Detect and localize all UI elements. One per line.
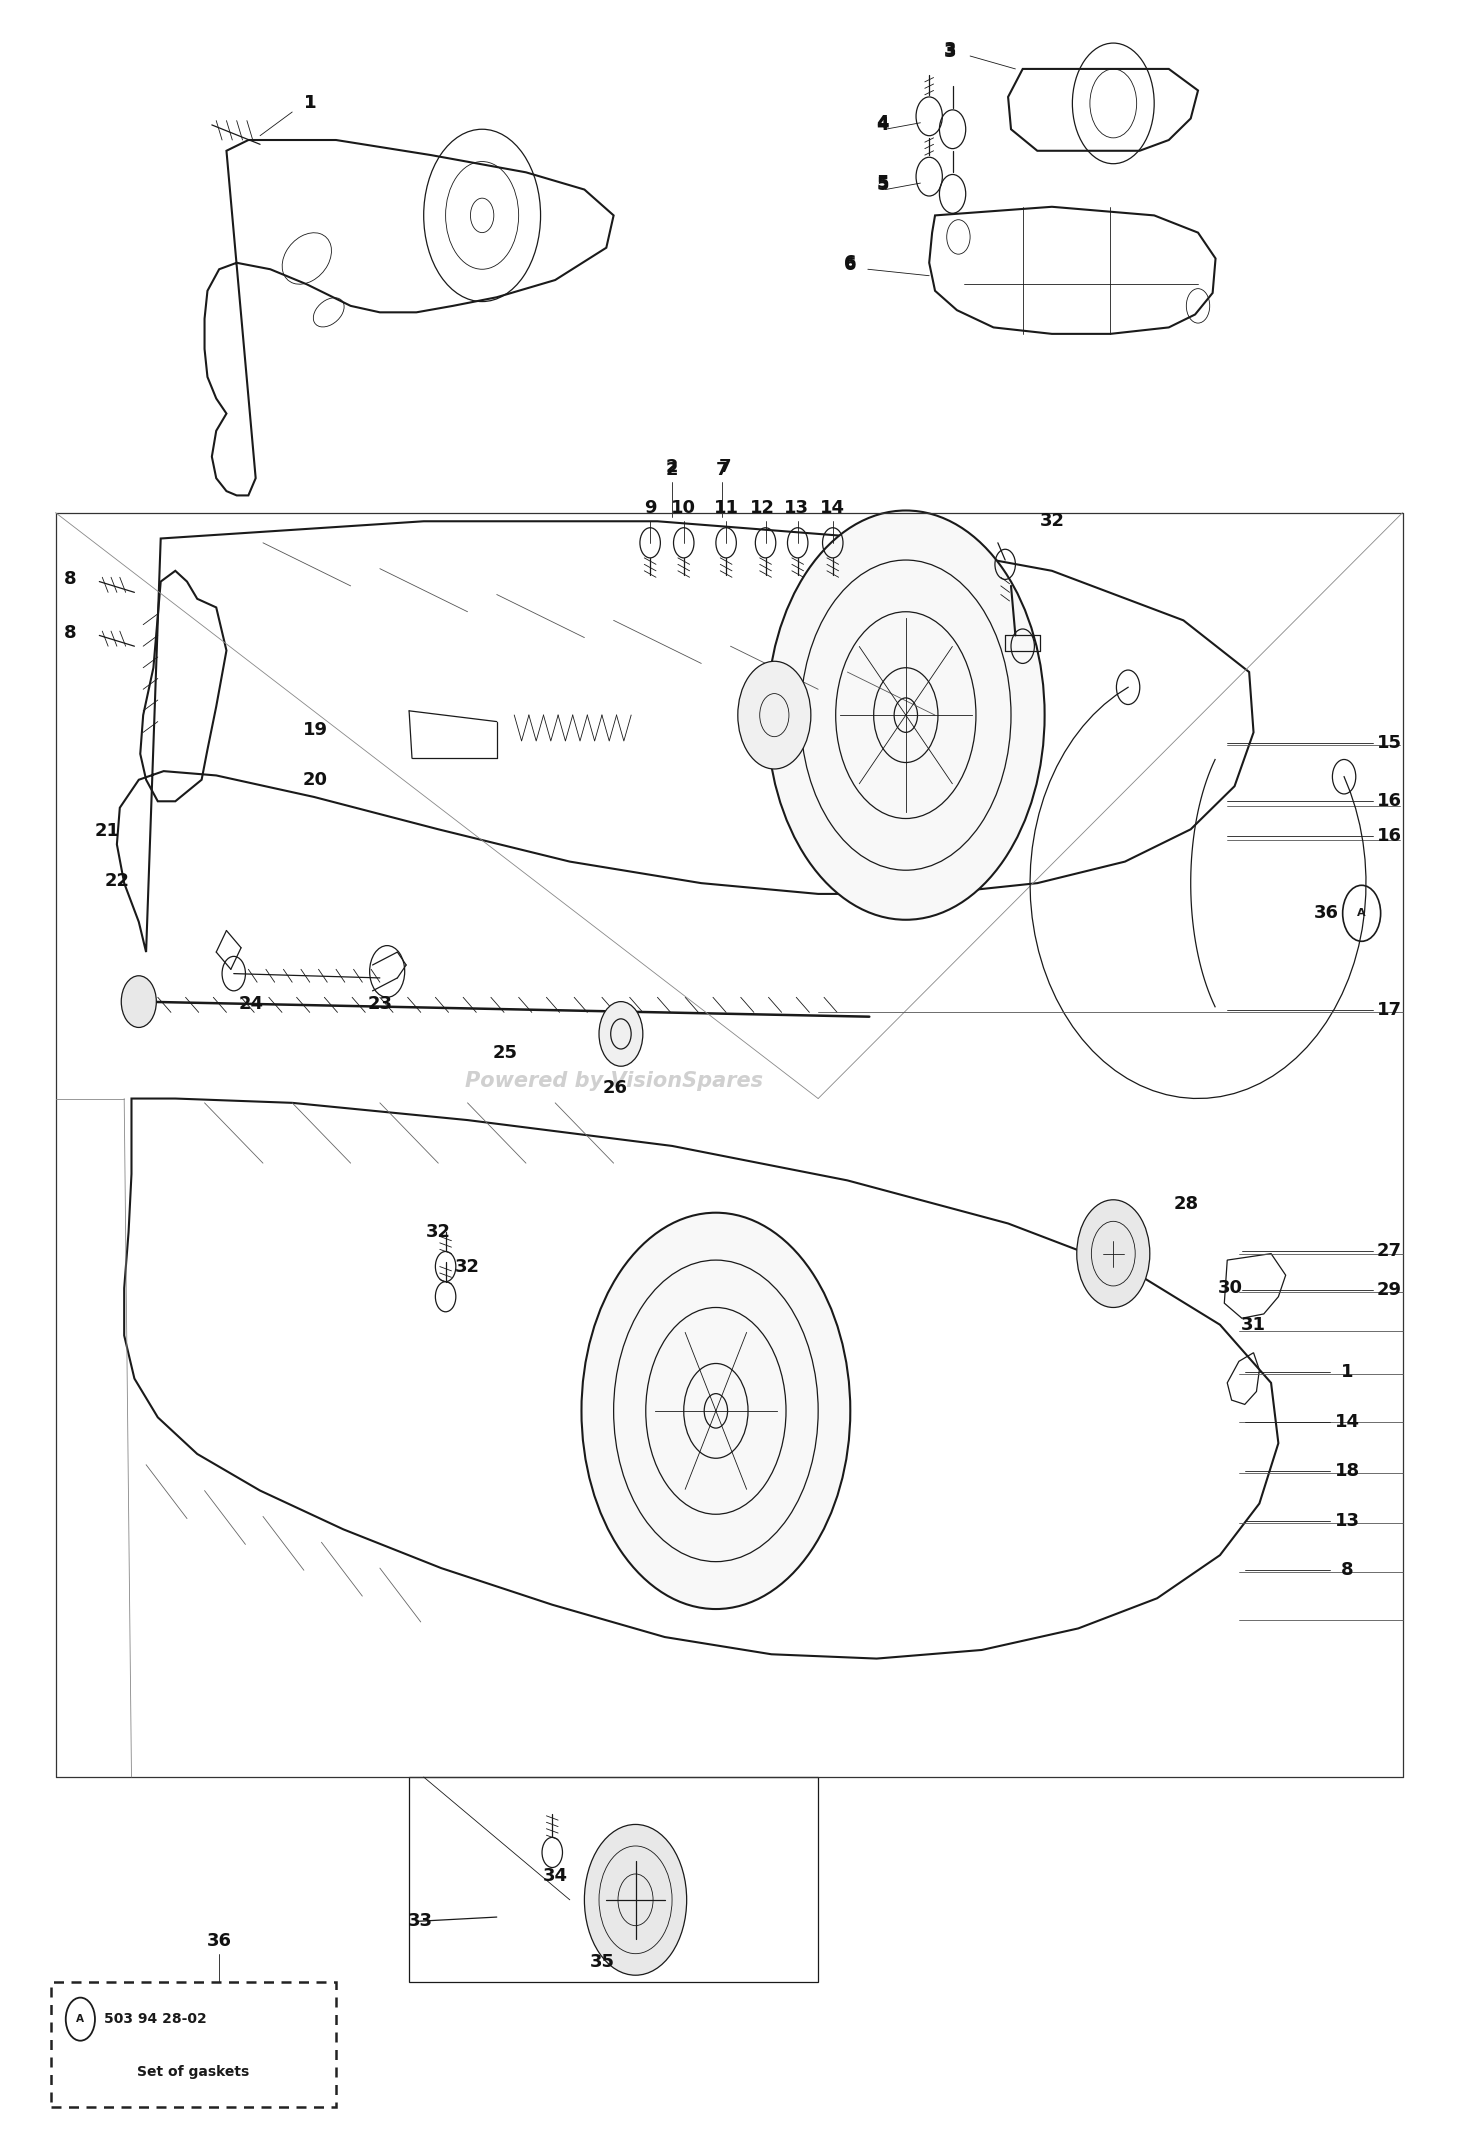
Text: 34: 34 [542,1868,568,1885]
Text: 17: 17 [1376,1002,1403,1019]
Text: 1: 1 [1341,1363,1353,1381]
Text: 6: 6 [844,256,856,274]
Text: 2: 2 [666,459,678,476]
Circle shape [767,510,1045,920]
Text: 3: 3 [944,43,955,60]
Circle shape [581,1213,850,1609]
Circle shape [584,1824,687,1975]
Text: 4: 4 [877,116,888,134]
Text: 27: 27 [1376,1243,1403,1260]
Text: 32: 32 [425,1223,451,1241]
Text: 26: 26 [602,1079,628,1096]
Text: 22: 22 [104,872,130,890]
Text: 32: 32 [454,1258,481,1275]
Text: 7: 7 [719,459,730,476]
Text: 19: 19 [302,722,329,739]
Text: 16: 16 [1376,827,1403,844]
Text: 13: 13 [1334,1512,1360,1529]
Circle shape [599,1002,643,1066]
FancyBboxPatch shape [51,1982,336,2107]
Text: 11: 11 [713,500,739,517]
Text: 503 94 28-02: 503 94 28-02 [104,2012,206,2027]
Text: 8: 8 [64,571,76,588]
Text: 13: 13 [783,500,809,517]
Text: 29: 29 [1376,1282,1403,1299]
Text: 1: 1 [304,95,316,112]
Text: 3: 3 [944,41,955,58]
Text: 21: 21 [94,823,120,840]
Text: 5: 5 [877,177,888,194]
Text: 15: 15 [1376,735,1403,752]
Circle shape [738,661,811,769]
Text: 12: 12 [749,500,776,517]
Text: 33: 33 [408,1913,434,1930]
Text: A: A [76,2014,85,2025]
Text: 5: 5 [877,174,888,192]
Circle shape [1077,1200,1150,1307]
Text: 32: 32 [1039,513,1065,530]
Text: 6: 6 [844,254,856,271]
Text: 4: 4 [877,114,888,131]
Text: 1: 1 [304,95,316,112]
Text: 30: 30 [1217,1279,1243,1297]
Text: 18: 18 [1334,1463,1360,1480]
Text: 23: 23 [367,995,393,1012]
Text: 31: 31 [1240,1316,1267,1333]
Circle shape [121,976,156,1027]
Polygon shape [117,521,1254,952]
Text: Powered by VisionSpares: Powered by VisionSpares [465,1071,763,1092]
Text: 14: 14 [820,500,846,517]
Text: 8: 8 [1341,1562,1353,1579]
Text: 24: 24 [238,995,264,1012]
Text: 7: 7 [716,461,728,478]
Text: 10: 10 [671,500,697,517]
Text: 28: 28 [1173,1195,1199,1213]
Text: 14: 14 [1334,1413,1360,1430]
Text: 16: 16 [1376,793,1403,810]
Text: 36: 36 [206,1932,232,1949]
Text: 20: 20 [302,771,329,788]
Text: A: A [1357,909,1366,918]
Text: 9: 9 [644,500,656,517]
Text: 8: 8 [64,625,76,642]
Text: 35: 35 [589,1954,615,1971]
Text: 2: 2 [666,461,678,478]
Text: Set of gaskets: Set of gaskets [137,2066,250,2079]
Polygon shape [124,1099,1278,1659]
Text: 25: 25 [492,1045,519,1062]
Text: 36: 36 [1313,905,1340,922]
